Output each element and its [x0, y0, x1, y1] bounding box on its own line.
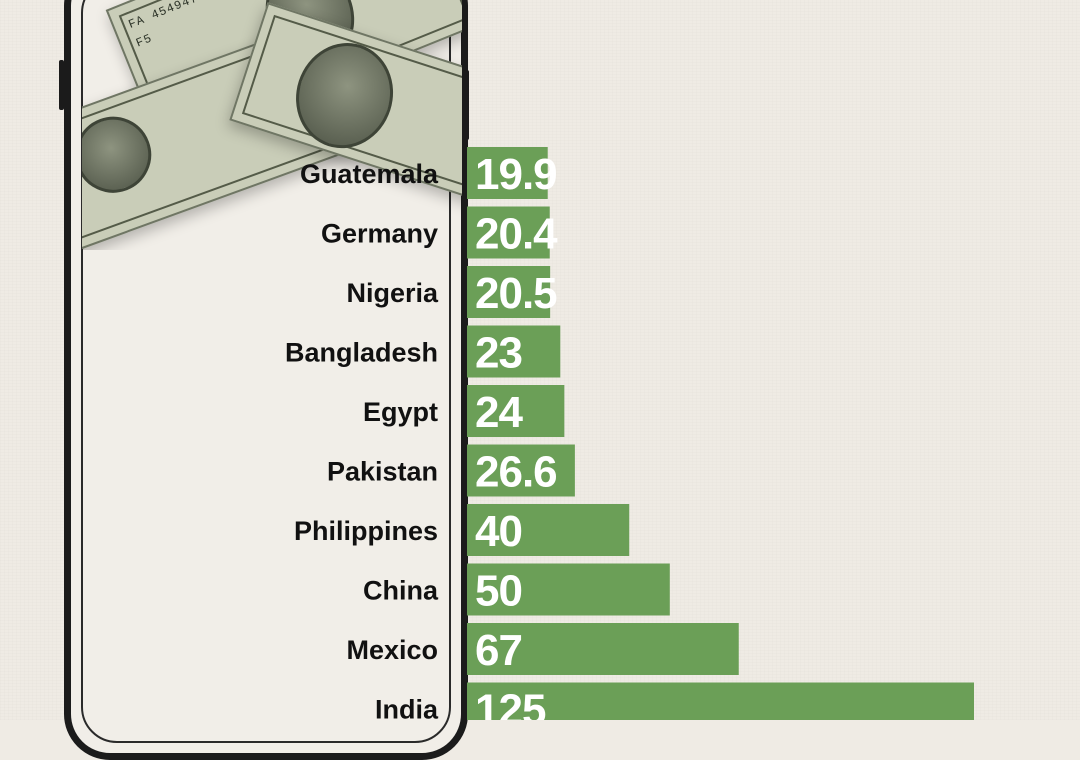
category-label: Guatemala — [300, 159, 439, 189]
value-label: 20.4 — [475, 210, 558, 259]
value-label: 23 — [475, 329, 522, 378]
value-label: 26.6 — [475, 448, 557, 497]
value-label: 125 — [475, 686, 546, 721]
bar-egypt — [467, 385, 565, 437]
bar-pakistan — [467, 444, 575, 497]
bar-india — [467, 682, 974, 720]
value-label: 67 — [475, 626, 522, 675]
value-label: 19.9 — [475, 150, 557, 199]
bar-bangladesh — [467, 325, 561, 378]
bar-mexico — [467, 623, 739, 675]
bar-nigeria — [467, 266, 551, 318]
value-label: 40 — [475, 507, 522, 556]
category-label: China — [363, 576, 439, 606]
bar-philippines — [467, 504, 630, 556]
bar-guatemala — [467, 147, 548, 199]
category-label: Philippines — [294, 516, 438, 546]
bar-germany — [467, 206, 550, 259]
category-label: India — [375, 695, 439, 721]
value-label: 24 — [475, 388, 523, 437]
category-label: Mexico — [346, 635, 438, 665]
value-label: 50 — [475, 567, 522, 616]
bar-china — [467, 563, 670, 616]
value-label: 20.5 — [475, 269, 557, 318]
chart-svg: Guatemala 19.9 Germany 20.4 Nigeria 20.5 Bangl… — [285, 147, 974, 721]
category-label: Germany — [321, 219, 438, 249]
phone-side-button — [59, 60, 64, 110]
category-label: Nigeria — [346, 278, 439, 308]
category-label: Egypt — [363, 397, 438, 427]
bar-chart: Guatemala 19.9 Germany 20.4 Nigeria 20.5 Bangl… — [285, 147, 974, 721]
category-label: Pakistan — [327, 457, 438, 487]
category-label: Bangladesh — [285, 338, 438, 368]
phone-power-button — [464, 70, 469, 140]
